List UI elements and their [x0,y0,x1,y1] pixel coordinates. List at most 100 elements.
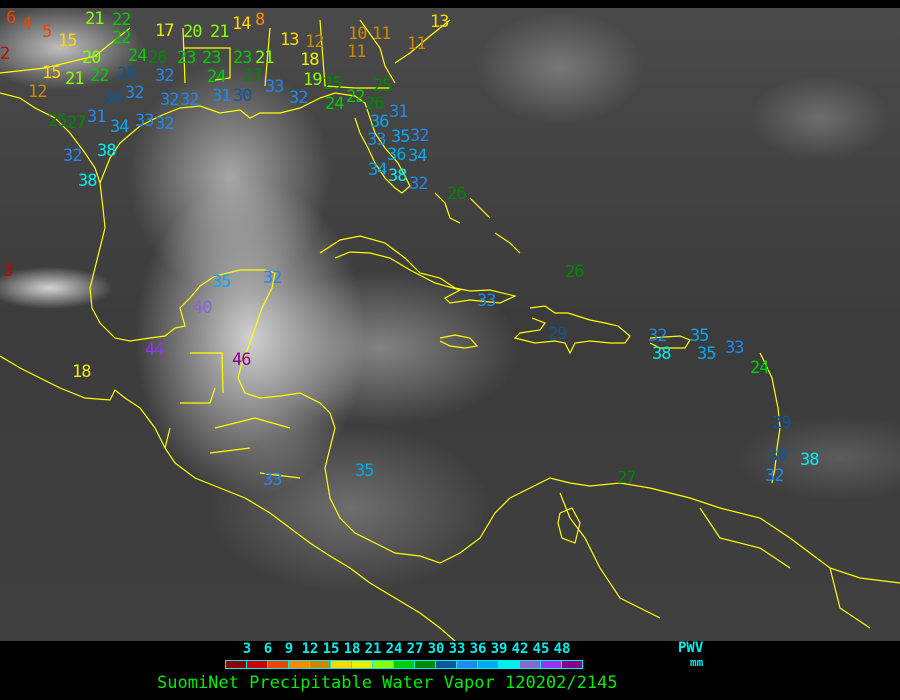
station-pwv-label: 22 [112,28,132,48]
legend-unit-pwv: PWV [678,640,704,656]
us-gulf-coast [0,92,276,379]
station-pwv-label: 40 [193,298,213,318]
station-pwv-label: 26 [447,184,467,204]
legend-tick: 45 [532,641,550,657]
hispaniola [513,305,631,355]
legend-tick: 9 [284,641,294,657]
station-pwv-label: 30 [233,86,253,106]
legend-tick: 18 [343,641,361,657]
station-pwv-label: 5 [42,22,52,42]
legend-tick: 36 [469,641,487,657]
station-pwv-label: 3 [3,261,13,281]
station-pwv-label: 32 [263,268,283,288]
station-pwv-label: 33 [725,338,745,358]
station-pwv-label: 12 [28,82,48,102]
legend-tick: 15 [322,641,340,657]
station-pwv-label: 25 [48,111,68,131]
station-pwv-label: 31 [212,86,232,106]
station-pwv-label: 32 [289,88,309,108]
station-pwv-label: 38 [800,450,820,470]
station-pwv-label: 32 [155,114,175,134]
station-pwv-label: 23 [202,48,222,68]
puerto-rico [649,335,691,349]
coastline-overlay [0,19,900,641]
station-pwv-label: 33 [135,111,155,131]
station-pwv-label: 38 [78,171,98,191]
station-pwv-label: 34 [408,146,428,166]
legend-color-box [247,661,268,668]
central-america-coast [0,355,456,641]
legend-color-box [226,661,247,668]
station-pwv-label: 11 [407,34,427,54]
station-pwv-label: 33 [265,77,285,97]
station-pwv-label: 32 [180,90,200,110]
station-pwv-label: 15 [42,63,62,83]
station-pwv-label: 32 [765,466,785,486]
station-pwv-label: 24 [128,46,148,66]
station-pwv-label: 26 [148,48,168,68]
station-pwv-label: 35 [391,127,411,147]
station-pwv-label: 38 [388,166,408,186]
satellite-image: 6 4 5 2 15 21 22 17 20 21 14 8 13 12 18 19 10 11 11 11 13 20 1… [0,8,900,641]
legend-tick: 33 [448,641,466,657]
cuba [319,235,517,304]
station-pwv-label: 23 [177,48,197,68]
legend-color-box [499,661,520,668]
legend-tick: 21 [364,641,382,657]
station-pwv-label: 24 [750,358,770,378]
station-pwv-label: 14 [232,14,252,34]
station-pwv-label: 34 [110,117,130,137]
station-pwv-label: 21 [65,69,85,89]
country-borders [164,352,871,629]
station-pwv-label: 18 [72,362,92,382]
legend-color-box [289,661,310,668]
image-caption: SuomiNet Precipitable Water Vapor 120202… [157,673,618,693]
legend-tick: 39 [490,641,508,657]
legend-tick: 3 [242,641,252,657]
legend-tick: 6 [263,641,273,657]
station-pwv-label: 35 [690,326,710,346]
station-pwv-label: 4 [22,14,32,34]
station-pwv-label: 32 [410,126,430,146]
station-pwv-label: 12 [305,32,325,52]
station-pwv-label: 25 [323,74,343,94]
station-pwv-label: 19 [303,70,323,90]
station-pwv-label: 18 [300,50,320,70]
station-pwv-label: 38 [652,344,672,364]
lake-maracaibo [557,507,581,544]
station-pwv-label: 22 [90,66,110,86]
legend-unit-mm: mm [690,656,704,669]
station-pwv-label: 33 [263,470,283,490]
station-pwv-label: 36 [370,112,390,132]
legend-color-box [394,661,415,668]
station-pwv-label: 31 [87,107,107,127]
legend-color-box [268,661,289,668]
legend-color-box [352,661,373,668]
bahamas [434,192,521,254]
legend-tick: 24 [385,641,403,657]
station-labels: 6 4 5 2 15 21 22 17 20 21 14 8 13 12 18 19 10 11 11 11 13 20 1… [0,8,900,641]
station-pwv-label: 33 [477,291,497,311]
station-pwv-label: 32 [648,326,668,346]
station-pwv-label: 26 [565,262,585,282]
station-pwv-label: 24 [207,67,227,87]
station-pwv-label: 10 [348,24,368,44]
station-pwv-label: 29 [548,324,568,344]
station-pwv-label: 13 [280,30,300,50]
station-pwv-label: 33 [367,130,387,150]
station-pwv-label: 32 [160,90,180,110]
station-pwv-label: 32 [63,146,83,166]
station-pwv-label: 27 [243,66,263,86]
jamaica [439,334,479,349]
station-pwv-label: 31 [389,102,409,122]
legend-tick: 30 [427,641,445,657]
legend-color-box [562,661,582,668]
station-pwv-label: 11 [372,24,392,44]
legend-tick: 48 [553,641,571,657]
station-pwv-label: 15 [58,31,78,51]
station-pwv-label: 32 [155,66,175,86]
legend-tick: 12 [301,641,319,657]
station-pwv-label: 20 [183,22,203,42]
legend-tick: 42 [511,641,529,657]
